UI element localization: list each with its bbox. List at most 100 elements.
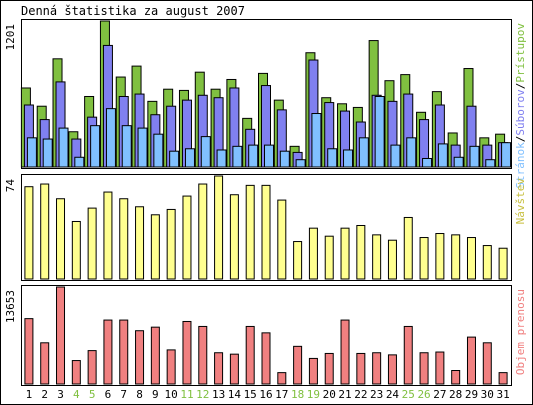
bar-visits [308, 227, 318, 280]
bar-visits [482, 245, 492, 280]
bar-kbytes [419, 352, 429, 385]
bar-pages [485, 159, 496, 168]
y-max-label: 1201 [4, 24, 17, 51]
bar-kbytes [166, 349, 176, 385]
bar-visits [403, 216, 413, 280]
x-tick-label: 2 [41, 388, 48, 401]
bar-kbytes [245, 325, 255, 385]
x-tick-label: 7 [120, 388, 127, 401]
bar-kbytes [324, 352, 334, 385]
bar-pages [216, 149, 227, 168]
bar-visits [261, 184, 271, 280]
bar-pages [358, 137, 369, 168]
x-tick-label: 13 [212, 388, 225, 401]
x-tick-label: 19 [307, 388, 320, 401]
bar-kbytes [340, 319, 350, 385]
bar-visits [119, 198, 129, 280]
bar-visits [245, 184, 255, 280]
y-max-label: 74 [4, 179, 17, 193]
x-tick-label: 22 [354, 388, 367, 401]
bar-kbytes [71, 360, 81, 385]
bar-pages [374, 95, 385, 168]
bar-visits [324, 235, 334, 280]
bar-kbytes [24, 318, 34, 385]
x-tick-label: 29 [465, 388, 478, 401]
bar-pages [248, 144, 259, 168]
bar-visits [451, 234, 461, 280]
x-tick-label: 9 [152, 388, 159, 401]
bar-pages [453, 156, 464, 168]
bar-visits [166, 208, 176, 280]
bar-visits [229, 194, 239, 280]
bar-pages [200, 136, 211, 168]
x-tick-label: 28 [449, 388, 462, 401]
legend-pages: Stránok [514, 142, 527, 189]
bar-kbytes [277, 372, 287, 385]
legend-files: Súborov [514, 89, 527, 136]
bar-visits [198, 183, 208, 280]
bar-visits [372, 234, 382, 280]
bar-kbytes [387, 354, 397, 385]
bar-visits [135, 206, 145, 280]
x-tick-label: 21 [338, 388, 351, 401]
bar-visits [356, 224, 366, 280]
bar-kbytes [56, 286, 66, 385]
x-tick-label: 4 [73, 388, 80, 401]
bar-visits [277, 199, 287, 280]
x-tick-label: 1 [26, 388, 33, 401]
x-tick-label: 5 [89, 388, 96, 401]
bar-pages [137, 127, 148, 168]
legend: Návštev [514, 178, 527, 225]
bar-kbytes [403, 325, 413, 385]
bar-kbytes [103, 319, 113, 385]
bar-pages [26, 137, 37, 168]
bar-kbytes [87, 350, 97, 385]
x-tick-label: 17 [275, 388, 288, 401]
bar-pages [42, 138, 53, 168]
bar-kbytes [498, 372, 508, 385]
bar-kbytes [198, 325, 208, 385]
bar-pages [184, 148, 195, 168]
bar-pages [279, 150, 290, 168]
bar-kbytes [135, 330, 145, 385]
bar-pages [422, 157, 433, 168]
bar-kbytes [40, 342, 50, 385]
bar-kbytes [308, 357, 318, 385]
legend-hits: Prístupov [514, 23, 527, 83]
bar-visits [24, 186, 34, 280]
bar-pages [406, 137, 417, 168]
bar-visits [87, 207, 97, 280]
bar-visits [419, 237, 429, 280]
x-tick-label: 31 [496, 388, 509, 401]
x-tick-label: 11 [180, 388, 193, 401]
x-tick-label: 8 [136, 388, 143, 401]
bar-visits [40, 183, 50, 280]
x-tick-label: 25 [402, 388, 415, 401]
bar-pages [501, 142, 512, 168]
bar-visits [56, 198, 66, 280]
bar-visits [435, 233, 445, 280]
bar-kbytes [261, 332, 271, 385]
x-tick-label: 24 [386, 388, 400, 401]
legend: Objem prenosu [514, 289, 527, 375]
bar-kbytes [229, 353, 239, 385]
bar-pages [264, 144, 274, 168]
bar-pages [153, 133, 164, 168]
bar-visits [466, 237, 476, 280]
bar-pages [90, 125, 101, 168]
bar-visits [150, 214, 160, 280]
bar-pages [311, 113, 322, 168]
bar-pages [327, 148, 338, 168]
bar-pages [343, 149, 354, 168]
bar-pages [469, 145, 480, 168]
x-tick-label: 23 [370, 388, 383, 401]
bar-pages [437, 143, 448, 168]
x-tick-label: 26 [417, 388, 430, 401]
x-tick-label: 27 [433, 388, 446, 401]
bar-kbytes [372, 352, 382, 385]
bar-visits [498, 247, 508, 280]
bar-kbytes [356, 352, 366, 385]
